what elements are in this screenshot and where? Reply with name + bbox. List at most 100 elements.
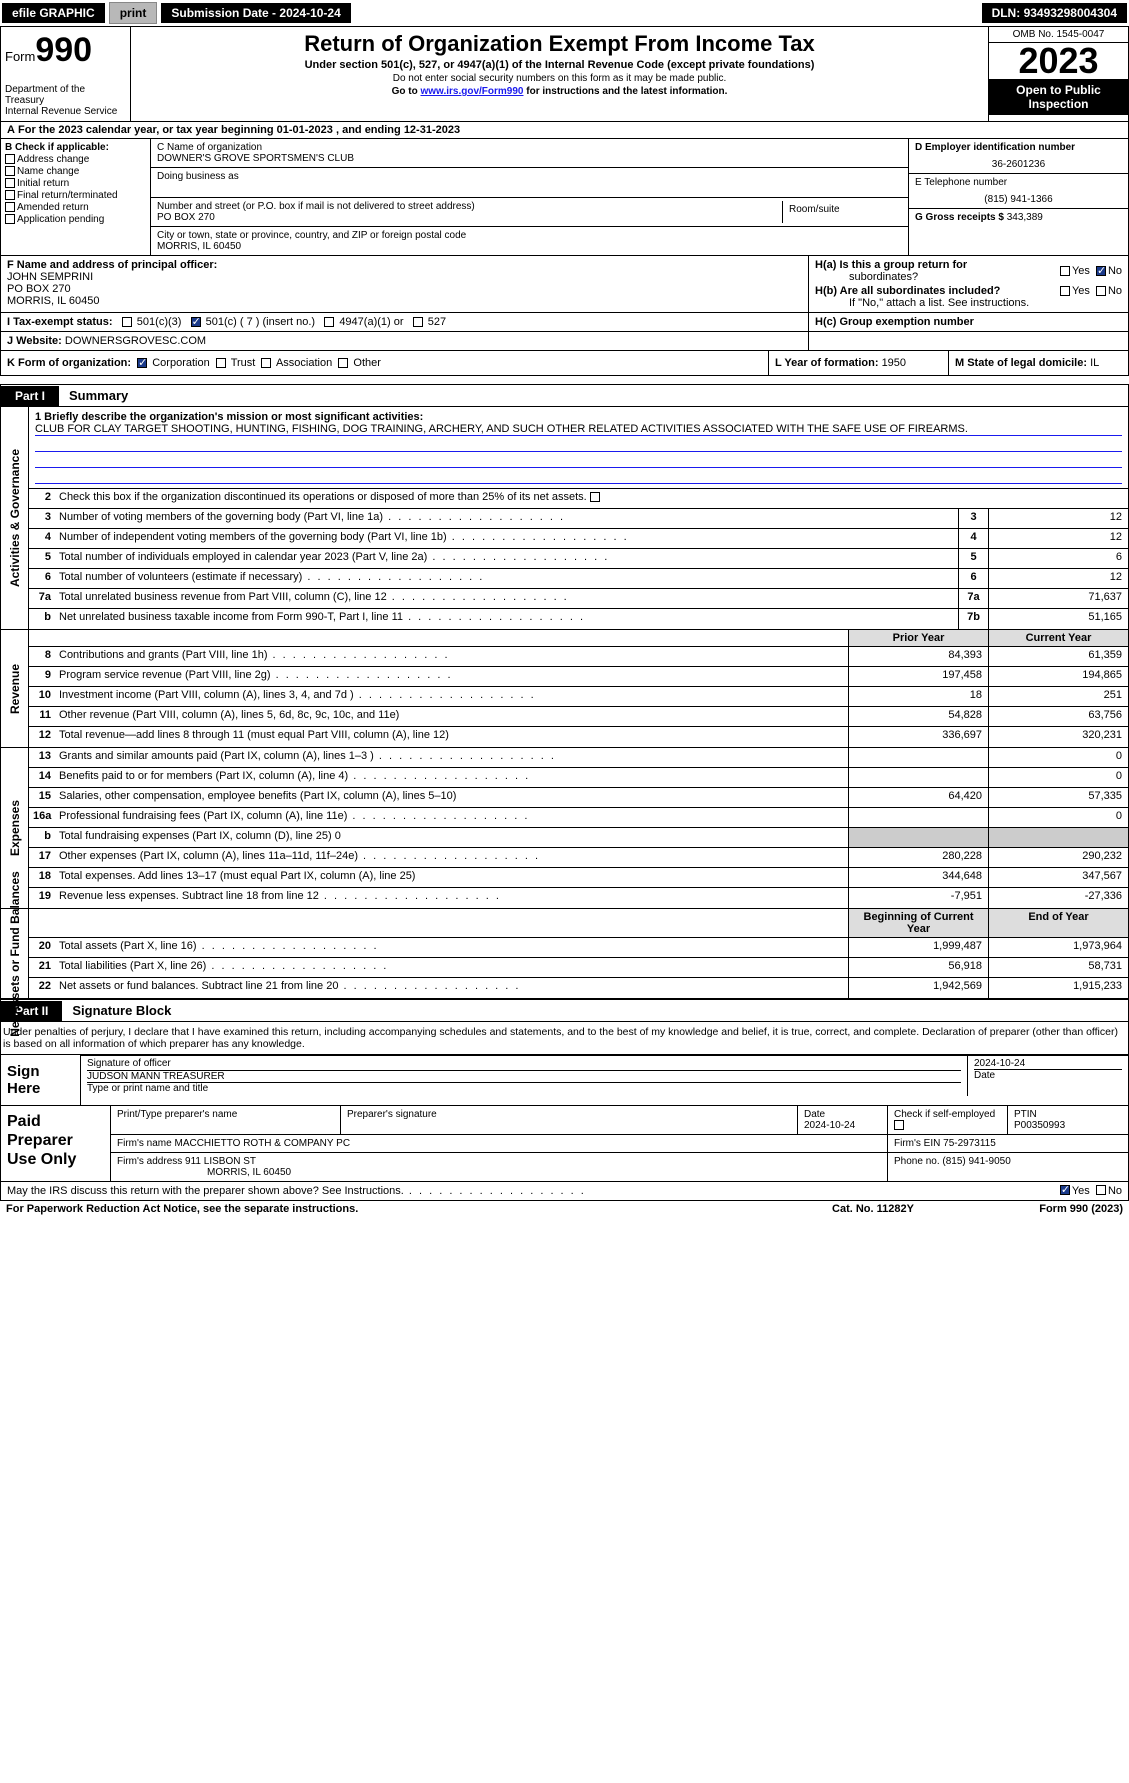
line-20-beginning: 1,999,487: [848, 938, 988, 957]
line-21-num: 21: [29, 958, 55, 977]
line-16a-current: 0: [988, 808, 1128, 827]
checkbox-initial-return[interactable]: [5, 178, 15, 188]
line-21-text: Total liabilities (Part X, line 26): [55, 958, 848, 977]
line-5-value: 6: [988, 549, 1128, 568]
form-number: Form990: [5, 31, 126, 70]
row-a-mid: , and ending: [336, 124, 404, 136]
paid-preparer-block: Paid Preparer Use Only Print/Type prepar…: [0, 1106, 1129, 1182]
officer-name: JOHN SEMPRINI: [7, 271, 802, 283]
line-16b-num: b: [29, 828, 55, 847]
checkbox-discontinued[interactable]: [590, 492, 600, 502]
checkbox-trust[interactable]: [216, 358, 226, 368]
part-i-tab: Part I: [1, 386, 59, 406]
dept-irs: Internal Revenue Service: [5, 106, 126, 117]
line-17-prior: 280,228: [848, 848, 988, 867]
line-22-end: 1,915,233: [988, 978, 1128, 998]
line-22-beginning: 1,942,569: [848, 978, 988, 998]
line-8-current: 61,359: [988, 647, 1128, 666]
line-5-text: Total number of individuals employed in …: [55, 549, 958, 568]
checkbox-association[interactable]: [261, 358, 271, 368]
part-ii-header: Part II Signature Block: [0, 999, 1129, 1022]
section-fh: F Name and address of principal officer:…: [0, 256, 1129, 313]
perjury-statement: Under penalties of perjury, I declare th…: [0, 1022, 1129, 1054]
opt-501c: 501(c) ( 7 ) (insert no.): [206, 316, 315, 328]
line-18-num: 18: [29, 868, 55, 887]
col-current-year: Current Year: [988, 630, 1128, 646]
discuss-no: No: [1108, 1185, 1122, 1197]
checkbox-other[interactable]: [338, 358, 348, 368]
opt-501c3: 501(c)(3): [137, 316, 182, 328]
line-14-text: Benefits paid to or for members (Part IX…: [55, 768, 848, 787]
checkbox-501c3[interactable]: [122, 317, 132, 327]
line-20: 20Total assets (Part X, line 16)1,999,48…: [29, 938, 1128, 958]
mission-label: 1 Briefly describe the organization's mi…: [35, 411, 423, 423]
irs-discuss-row: May the IRS discuss this return with the…: [0, 1182, 1129, 1201]
checkbox-501c[interactable]: [191, 317, 201, 327]
checkbox-hb-no[interactable]: [1096, 286, 1106, 296]
revenue-section: Revenue Prior Year Current Year 8Contrib…: [0, 630, 1129, 748]
city-value: MORRIS, IL 60450: [157, 241, 902, 252]
line-15: 15Salaries, other compensation, employee…: [29, 788, 1128, 808]
row-i: I Tax-exempt status: 501(c)(3) 501(c) ( …: [0, 313, 1129, 332]
opt-corporation: Corporation: [152, 357, 209, 369]
firm-address-label: Firm's address: [117, 1156, 185, 1167]
checkbox-ha-yes[interactable]: [1060, 266, 1070, 276]
line-2-num: 2: [29, 489, 55, 508]
line-13-prior: [848, 748, 988, 767]
line-7a-text: Total unrelated business revenue from Pa…: [55, 589, 958, 608]
checkbox-discuss-yes[interactable]: [1060, 1185, 1070, 1195]
checkbox-527[interactable]: [413, 317, 423, 327]
line-8-num: 8: [29, 647, 55, 666]
footer-cat-no: Cat. No. 11282Y: [773, 1203, 973, 1215]
checkbox-corporation[interactable]: [137, 358, 147, 368]
checkbox-address-change[interactable]: [5, 154, 15, 164]
line-4-num: 4: [29, 529, 55, 548]
line-17: 17Other expenses (Part IX, column (A), l…: [29, 848, 1128, 868]
paid-preparer-label: Paid Preparer Use Only: [1, 1106, 111, 1181]
line-7b-num: b: [29, 609, 55, 629]
firm-address-2: MORRIS, IL 60450: [207, 1167, 291, 1178]
line-5-num: 5: [29, 549, 55, 568]
print-button[interactable]: print: [109, 2, 158, 24]
line-18-prior: 344,648: [848, 868, 988, 887]
row-j: J Website: DOWNERSGROVESC.COM: [0, 332, 1129, 351]
line-10: 10Investment income (Part VIII, column (…: [29, 687, 1128, 707]
line-7a-value: 71,637: [988, 589, 1128, 608]
checkbox-4947[interactable]: [324, 317, 334, 327]
row-a-text: For the 2023 calendar year, or tax year …: [18, 124, 277, 136]
vtab-revenue: Revenue: [1, 630, 29, 747]
telephone-label: E Telephone number: [915, 177, 1122, 188]
website-value: DOWNERSGROVESC.COM: [65, 335, 206, 347]
line-15-prior: 64,420: [848, 788, 988, 807]
checkbox-application-pending[interactable]: [5, 214, 15, 224]
line-17-current: 290,232: [988, 848, 1128, 867]
checkbox-final-return[interactable]: [5, 190, 15, 200]
ha-yes: Yes: [1072, 265, 1090, 277]
line-10-prior: 18: [848, 687, 988, 706]
line-16a: 16aProfessional fundraising fees (Part I…: [29, 808, 1128, 828]
line-13-num: 13: [29, 748, 55, 767]
expenses-section: Expenses 13Grants and similar amounts pa…: [0, 748, 1129, 909]
opt-trust: Trust: [231, 357, 256, 369]
checkbox-amended[interactable]: [5, 202, 15, 212]
line-13-current: 0: [988, 748, 1128, 767]
checkbox-self-employed[interactable]: [894, 1120, 904, 1130]
line-5-box: 5: [958, 549, 988, 568]
line-4-box: 4: [958, 529, 988, 548]
line-11-text: Other revenue (Part VIII, column (A), li…: [55, 707, 848, 726]
checkbox-name-change[interactable]: [5, 166, 15, 176]
irs-link[interactable]: www.irs.gov/Form990: [420, 86, 523, 97]
section-b: B Check if applicable: Address change Na…: [1, 139, 151, 255]
line-22: 22Net assets or fund balances. Subtract …: [29, 978, 1128, 998]
checkbox-ha-no[interactable]: [1096, 266, 1106, 276]
line-9-prior: 197,458: [848, 667, 988, 686]
line-14: 14Benefits paid to or for members (Part …: [29, 768, 1128, 788]
form-note-link: Go to www.irs.gov/Form990 for instructio…: [135, 86, 984, 97]
signature-date-value: 2024-10-24: [974, 1058, 1122, 1069]
firm-ein-value: 75-2973115: [943, 1138, 996, 1149]
dba-label: Doing business as: [157, 171, 902, 182]
preparer-date-label: Date: [804, 1109, 825, 1120]
checkbox-discuss-no[interactable]: [1096, 1185, 1106, 1195]
footer-form-id: Form 990 (2023): [973, 1203, 1123, 1215]
checkbox-hb-yes[interactable]: [1060, 286, 1070, 296]
